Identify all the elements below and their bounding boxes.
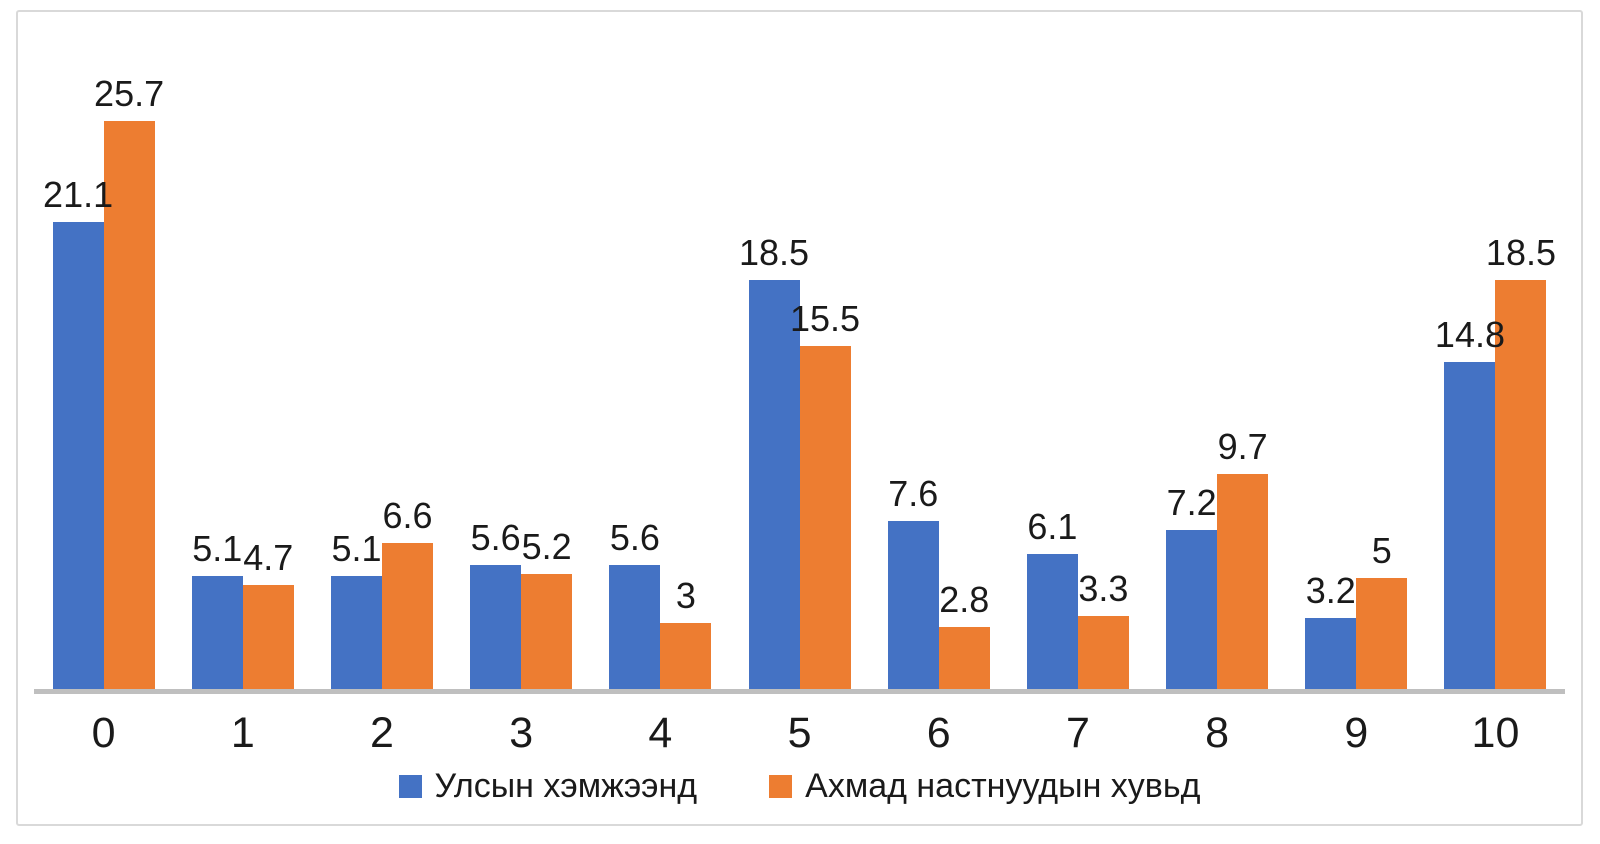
legend-label: Улсын хэмжээнд — [434, 767, 698, 806]
x-axis-tick-label: 10 — [1471, 709, 1520, 757]
bar-group-6: 7.6 2.8 — [869, 12, 1008, 689]
legend-marker-icon — [769, 774, 793, 798]
data-label: 5.2 — [521, 526, 572, 567]
x-axis-tick-label: 1 — [230, 709, 255, 757]
bar-series1-cat8: 9.7 — [1217, 429, 1269, 689]
x-axis-tick-label: 0 — [91, 709, 116, 757]
data-label: 5.1 — [192, 528, 243, 570]
bar-series1-cat0: 25.7 — [94, 75, 164, 689]
bar-series0-cat1: 5.1 — [191, 531, 243, 689]
legend-item-series1: Ахмад настнуудын хувьд — [769, 769, 1200, 803]
data-label: 2.8 — [939, 579, 990, 621]
legend-marker-icon — [398, 774, 422, 798]
x-axis-tick-label: 7 — [1065, 709, 1090, 757]
data-label: 14.8 — [1434, 313, 1506, 355]
bar-group-7: 6.1 3.3 — [1008, 12, 1147, 689]
chart-frame: 21.1 25.7 5.1 4.7 5.1 6.6 5.6 5.2 5.6 3 18.5 15.5 7.… — [16, 10, 1583, 826]
data-label: 5.6 — [470, 517, 521, 559]
x-axis-tick-label: 5 — [787, 709, 812, 757]
bar-series0-cat2: 5.1 — [330, 531, 382, 689]
data-label: 18.5 — [1485, 231, 1557, 273]
bar-series1-cat2: 6.6 — [381, 498, 433, 689]
bar-series0-cat5: 18.5 — [739, 234, 809, 689]
bar-series1-cat4: 3 — [660, 577, 712, 689]
legend: Улсын хэмжээнд Ахмад настнуудын хувьд — [34, 769, 1565, 803]
data-label: 3.3 — [1078, 568, 1129, 610]
data-label: 7.6 — [888, 472, 939, 514]
bar-group-0: 21.1 25.7 — [34, 12, 173, 689]
bar-series0-cat3: 5.6 — [470, 520, 522, 689]
data-label: 6.1 — [1027, 506, 1078, 548]
bar-group-2: 5.1 6.6 — [312, 12, 451, 689]
bar-series0-cat9: 3.2 — [1305, 573, 1357, 689]
bar-series1-cat10: 18.5 — [1486, 234, 1556, 689]
data-label: 21.1 — [43, 174, 114, 216]
data-label: 5 — [1371, 530, 1392, 572]
bar-group-5: 18.5 15.5 — [730, 12, 869, 689]
data-label: 7.2 — [1166, 481, 1217, 523]
bar-series0-cat8: 7.2 — [1166, 484, 1218, 689]
x-axis-tick-label: 6 — [926, 709, 951, 757]
x-axis-line — [34, 689, 1565, 694]
legend-item-series0: Улсын хэмжээнд — [398, 767, 698, 806]
x-axis-tick-label: 3 — [509, 709, 534, 757]
data-label: 15.5 — [789, 298, 861, 340]
bar-group-10: 14.8 18.5 — [1426, 12, 1565, 689]
x-axis-tick-label: 4 — [648, 709, 673, 757]
data-label: 9.7 — [1217, 426, 1268, 468]
bar-series1-cat3: 5.2 — [521, 529, 573, 689]
data-label: 5.6 — [609, 517, 660, 559]
data-label: 18.5 — [738, 231, 810, 273]
x-axis-tick-label: 8 — [1205, 709, 1230, 757]
data-label: 25.7 — [94, 72, 165, 114]
bar-group-9: 3.2 5 — [1287, 12, 1426, 689]
bar-series0-cat10: 14.8 — [1435, 316, 1505, 689]
bar-group-4: 5.6 3 — [591, 12, 730, 689]
bar-series0-cat7: 6.1 — [1026, 509, 1078, 689]
bar-series1-cat1: 4.7 — [242, 540, 294, 689]
data-label: 3.2 — [1305, 570, 1356, 612]
bar-series0-cat0: 21.1 — [43, 177, 113, 689]
bar-series1-cat9: 5 — [1356, 533, 1408, 689]
x-axis-tick-label: 2 — [370, 709, 394, 757]
data-label: 6.6 — [382, 495, 433, 537]
bar-series1-cat7: 3.3 — [1077, 571, 1129, 689]
bar-group-1: 5.1 4.7 — [173, 12, 312, 689]
bar-group-3: 5.6 5.2 — [452, 12, 591, 689]
bar-series0-cat6: 7.6 — [887, 475, 939, 689]
bar-group-8: 7.2 9.7 — [1148, 12, 1287, 689]
bar-series1-cat6: 2.8 — [938, 582, 990, 689]
x-axis-tick-label: 9 — [1344, 709, 1369, 757]
bar-series0-cat4: 5.6 — [609, 520, 661, 689]
x-axis-tick-labels: 0 1 2 3 4 5 6 7 8 9 10 — [34, 694, 1565, 757]
plot-area: 21.1 25.7 5.1 4.7 5.1 6.6 5.6 5.2 5.6 3 18.5 15.5 7.… — [34, 12, 1565, 689]
legend-label: Ахмад настнуудын хувьд — [805, 767, 1201, 806]
data-label: 3 — [675, 574, 696, 616]
bar-series1-cat5: 15.5 — [790, 301, 860, 689]
data-label: 4.7 — [243, 537, 294, 579]
data-label: 5.1 — [331, 528, 382, 570]
